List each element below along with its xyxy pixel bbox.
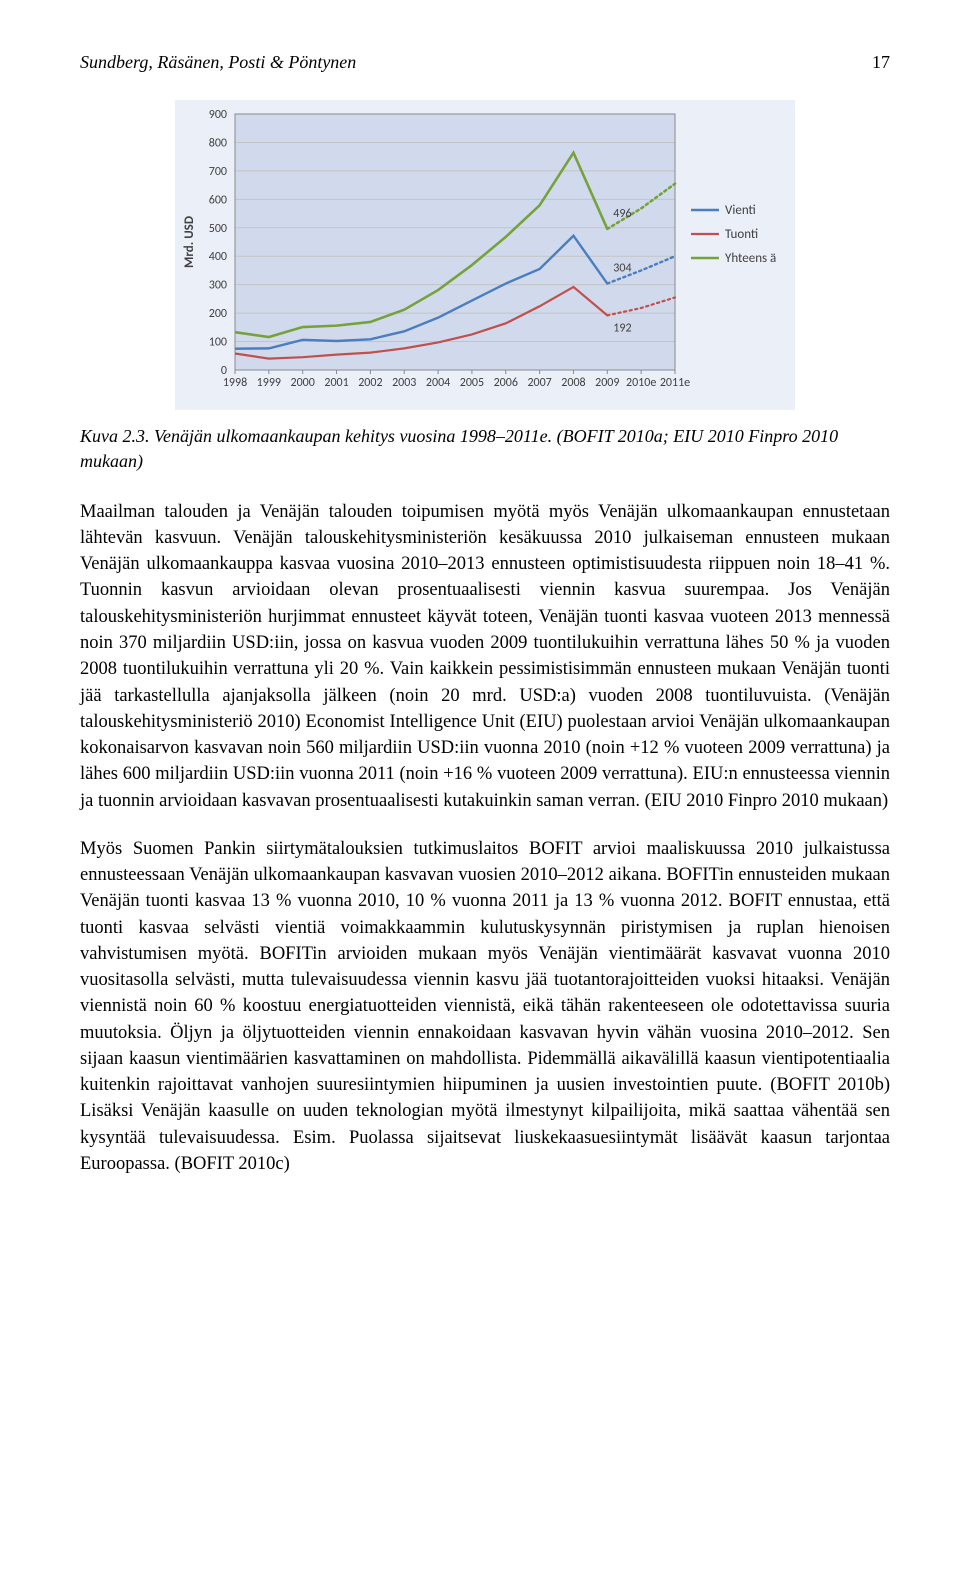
figure-caption: Kuva 2.3. Venäjän ulkomaankaupan kehitys… [80, 424, 890, 475]
svg-text:300: 300 [209, 278, 227, 292]
chart-container: 0100200300400500600700800900199819992000… [80, 100, 890, 410]
svg-text:600: 600 [209, 193, 227, 207]
line-chart: 0100200300400500600700800900199819992000… [175, 100, 795, 410]
svg-text:100: 100 [209, 335, 227, 349]
svg-text:900: 900 [209, 108, 227, 122]
svg-text:Yhteens ä: Yhteens ä [725, 251, 776, 266]
svg-text:2002: 2002 [358, 376, 382, 390]
page-number: 17 [872, 50, 890, 76]
svg-text:2008: 2008 [561, 376, 585, 390]
svg-text:700: 700 [209, 164, 227, 178]
svg-text:400: 400 [209, 250, 227, 264]
svg-text:1999: 1999 [257, 376, 281, 390]
svg-text:Mrd. USD: Mrd. USD [182, 216, 197, 268]
svg-text:2007: 2007 [527, 376, 551, 390]
svg-text:Tuonti: Tuonti [725, 227, 758, 242]
svg-text:Vienti: Vienti [725, 203, 756, 218]
svg-text:2003: 2003 [392, 376, 416, 390]
running-authors: Sundberg, Räsänen, Posti & Pöntynen [80, 50, 356, 76]
body-paragraph-1: Maailman talouden ja Venäjän talouden to… [80, 499, 890, 814]
svg-text:500: 500 [209, 221, 227, 235]
svg-text:304: 304 [613, 261, 631, 275]
svg-text:2009: 2009 [595, 376, 619, 390]
svg-text:2011e: 2011e [660, 376, 690, 390]
svg-text:200: 200 [209, 307, 227, 321]
svg-text:496: 496 [613, 206, 631, 220]
svg-text:2001: 2001 [324, 376, 348, 390]
svg-text:2004: 2004 [426, 376, 450, 390]
svg-text:2000: 2000 [291, 376, 315, 390]
svg-text:800: 800 [209, 136, 227, 150]
svg-text:2006: 2006 [494, 376, 518, 390]
svg-text:2005: 2005 [460, 376, 484, 390]
svg-text:1998: 1998 [223, 376, 247, 390]
body-paragraph-2: Myös Suomen Pankin siirtymätalouksien tu… [80, 836, 890, 1177]
svg-text:192: 192 [613, 321, 631, 335]
running-header: Sundberg, Räsänen, Posti & Pöntynen 17 [80, 50, 890, 76]
svg-text:2010e: 2010e [626, 376, 656, 390]
page: Sundberg, Räsänen, Posti & Pöntynen 17 0… [0, 0, 960, 1570]
